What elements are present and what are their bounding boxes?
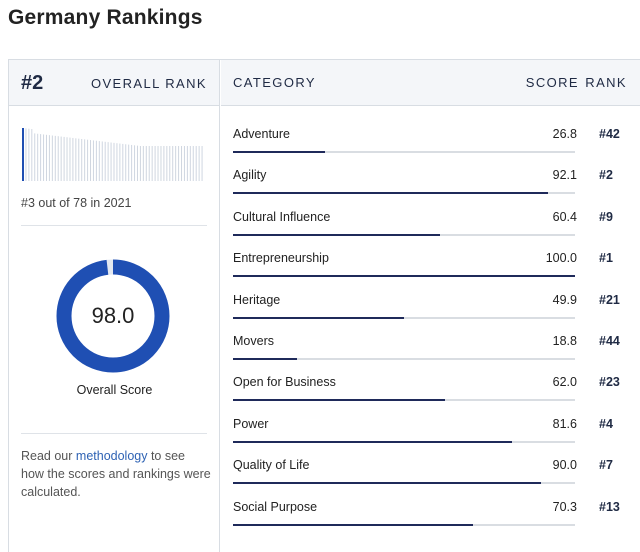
category-rank: #4: [599, 416, 613, 431]
column-header-rank: RANK: [585, 75, 627, 90]
divider: [21, 225, 207, 226]
category-rank: #2: [599, 168, 613, 183]
category-name: Heritage: [233, 292, 281, 307]
rank-history-text: #3 out of 78 in 2021: [21, 196, 132, 210]
category-name: Social Purpose: [233, 499, 318, 514]
category-score: 70.3: [552, 499, 577, 514]
score-bar-fill: [233, 151, 325, 153]
table-row: Agility 92.1 #2: [221, 147, 640, 195]
category-rank: #7: [599, 458, 613, 473]
score-ring: [56, 259, 170, 373]
category-rank: #13: [599, 499, 620, 514]
score-ring-fill: [56, 259, 170, 373]
category-name: Entrepreneurship: [233, 251, 329, 266]
table-row: Social Purpose 70.3 #13: [221, 479, 640, 526]
score-bar-track: [233, 482, 575, 485]
methodology-text-pre: Read our: [21, 449, 76, 463]
category-score: 18.8: [552, 334, 577, 348]
overall-rank-label: OVERALL RANK: [90, 76, 207, 91]
overall-score-donut: 98.0: [53, 256, 173, 376]
category-score: 49.9: [552, 292, 577, 307]
category-score: 62.0: [552, 375, 577, 390]
column-header-score: SCORE: [525, 75, 579, 90]
score-bar-track: [233, 233, 575, 236]
category-rank: #42: [599, 127, 620, 141]
overall-rank-value: #2: [21, 72, 44, 94]
table-row: Heritage 49.9 #21: [221, 272, 640, 319]
score-bar-fill: [233, 523, 474, 526]
methodology-link[interactable]: methodology: [75, 449, 148, 463]
category-score: 100.0: [545, 251, 577, 266]
category-rank: #44: [599, 334, 620, 348]
table-row: Open for Business 62.0 #23: [221, 354, 640, 402]
score-bar-track: [233, 275, 575, 278]
category-score: 92.1: [552, 168, 577, 183]
score-bar-track: [233, 523, 575, 526]
table-row: Quality of Life 90.0 #7: [221, 437, 640, 485]
category-score: 90.0: [552, 458, 577, 473]
page-title: Germany Rankings: [8, 6, 203, 29]
category-rank: #21: [599, 292, 620, 307]
category-score: 81.6: [552, 416, 577, 431]
category-name: Open for Business: [233, 375, 336, 390]
category-score: 26.8: [552, 127, 577, 141]
table-row: Movers 18.8 #44: [221, 313, 640, 360]
score-bar-fill: [233, 440, 513, 443]
score-bar-track: [233, 316, 575, 319]
score-bar-track: [233, 192, 575, 195]
score-bar-track: [233, 358, 575, 360]
score-bar-fill: [233, 358, 298, 360]
category-rank: #23: [599, 375, 620, 390]
category-rank: #9: [599, 209, 613, 224]
methodology-note: Read our methodology to see how the scor…: [21, 447, 211, 501]
rank-history-chart: [22, 128, 203, 181]
category-name: Adventure: [233, 127, 290, 141]
category-name: Agility: [233, 168, 267, 183]
table-row: Entrepreneurship 100.0 #1: [221, 230, 640, 278]
category-rank: #1: [599, 251, 613, 266]
table-header: CATEGORY SCORE RANK: [221, 60, 640, 106]
overall-rank-header: #2 OVERALL RANK: [9, 60, 219, 106]
methodology-text-post: to see how the scores and rankings were …: [21, 449, 211, 499]
overall-score-label: Overall Score: [76, 383, 153, 397]
overall-rank-panel: #2 OVERALL RANK #3 out of 78 in 2021 98.…: [9, 60, 220, 552]
category-name: Quality of Life: [233, 458, 310, 473]
score-bar-fill: [233, 316, 404, 319]
score-bar-track: [233, 440, 575, 443]
score-bar-fill: [233, 275, 575, 278]
category-table: CATEGORY SCORE RANK Adventure 26.8 #42 Agil…: [221, 60, 640, 552]
score-bar-track: [233, 399, 575, 402]
rank-history-sparkline: [21, 126, 207, 183]
table-row: Cultural Influence 60.4 #9: [221, 189, 640, 236]
divider: [21, 433, 207, 434]
score-bar-fill: [233, 399, 446, 402]
category-name: Movers: [233, 334, 274, 348]
score-bar-track: [233, 151, 575, 153]
table-row: Power 81.6 #4: [221, 396, 640, 443]
column-header-category: CATEGORY: [233, 75, 316, 90]
overall-score-value: 98.0: [91, 303, 135, 328]
category-name: Cultural Influence: [233, 209, 331, 224]
score-bar-fill: [233, 233, 440, 236]
category-name: Power: [233, 416, 269, 431]
table-row: Adventure 26.8 #42: [221, 106, 640, 153]
score-bar-fill: [233, 192, 548, 195]
rankings-card: #2 OVERALL RANK #3 out of 78 in 2021 98.…: [8, 59, 640, 552]
category-score: 60.4: [552, 209, 577, 224]
score-bar-fill: [233, 482, 541, 485]
